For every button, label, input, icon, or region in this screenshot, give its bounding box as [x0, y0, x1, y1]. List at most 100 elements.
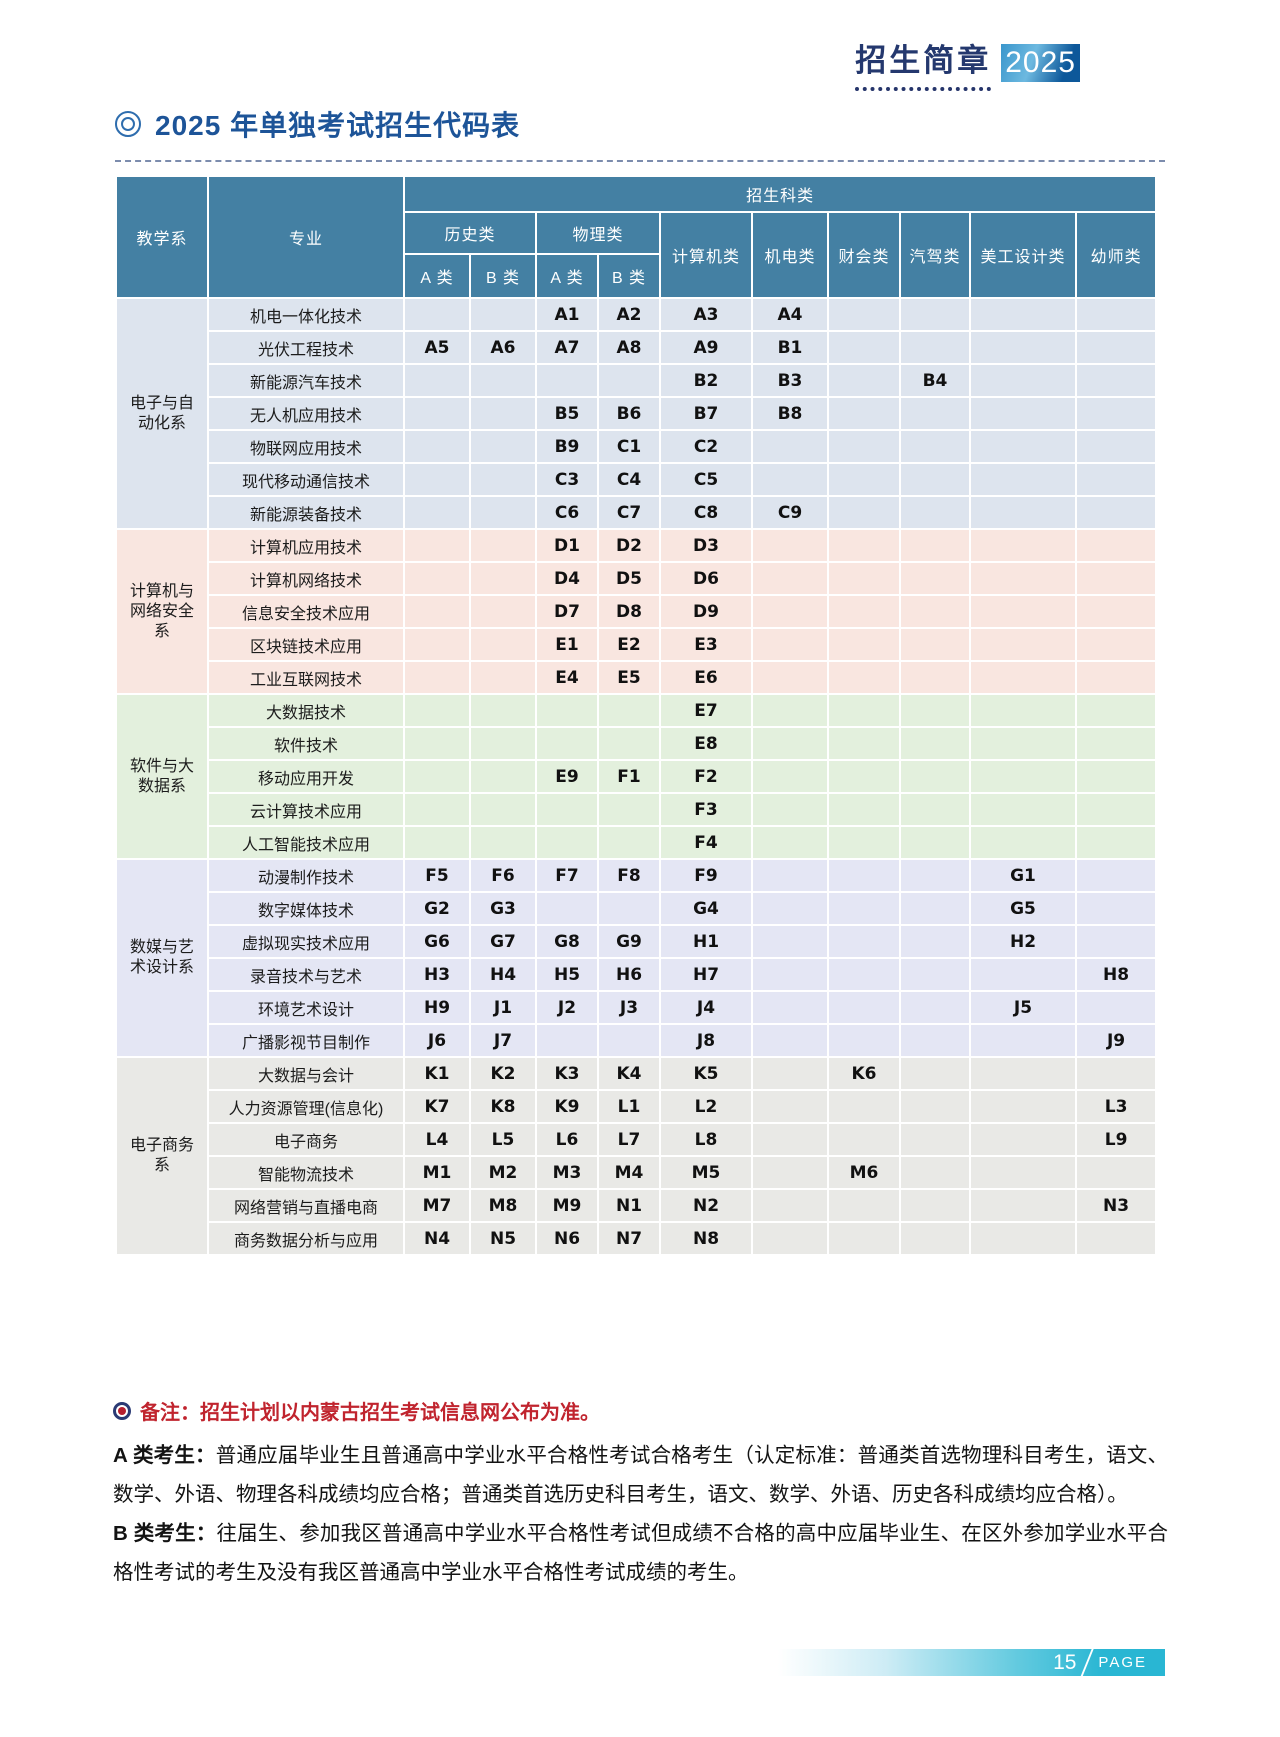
code-cell: C1: [597, 429, 661, 464]
code-cell: [1074, 891, 1158, 926]
code-cell: [751, 1023, 829, 1058]
code-cell: C7: [597, 495, 661, 530]
code-cell: [469, 660, 537, 695]
code-cell: [827, 1221, 901, 1256]
dept-cell: 数媒与艺术设计系: [115, 858, 209, 1058]
col-header-preschool: 幼师类: [1074, 211, 1158, 299]
code-cell: B2: [659, 363, 753, 398]
major-cell: 新能源装备技术: [207, 495, 405, 530]
code-cell: [535, 825, 599, 860]
code-cell: [403, 660, 471, 695]
code-cell: [751, 1188, 829, 1223]
code-cell: [899, 1155, 971, 1190]
code-cell: [969, 660, 1077, 695]
code-cell: [403, 495, 471, 530]
major-cell: 数字媒体技术: [207, 891, 405, 926]
code-cell: E4: [535, 660, 599, 695]
code-cell: [1074, 1221, 1158, 1256]
code-cell: [969, 1089, 1077, 1124]
code-cell: B7: [659, 396, 753, 431]
code-cell: [899, 924, 971, 959]
code-cell: E5: [597, 660, 661, 695]
major-cell: 光伏工程技术: [207, 330, 405, 365]
code-cell: [899, 297, 971, 332]
code-cell: [827, 528, 901, 563]
code-cell: E1: [535, 627, 599, 662]
code-cell: [899, 627, 971, 662]
code-cell: [403, 363, 471, 398]
code-cell: [969, 693, 1077, 728]
code-cell: [751, 891, 829, 926]
table-row: 虚拟现实技术应用 G6 G7 G8 G9 H1 H2: [116, 924, 1158, 959]
code-cell: [899, 330, 971, 365]
code-cell: [827, 429, 901, 464]
code-cell: [899, 528, 971, 563]
code-cell: [827, 957, 901, 992]
major-cell: 现代移动通信技术: [207, 462, 405, 497]
col-header-physics: 物理类: [535, 211, 661, 255]
code-cell: C3: [535, 462, 599, 497]
table-row: 现代移动通信技术 C3 C4 C5: [116, 462, 1158, 497]
note-b-text: 往届生、参加我区普通高中学业水平合格性考试但成绩不合格的高中应届毕业生、在区外参…: [113, 1521, 1169, 1584]
table-row: 环境艺术设计 H9 J1 J2 J3 J4 J5: [116, 990, 1158, 1025]
code-cell: [899, 495, 971, 530]
major-cell: 智能物流技术: [207, 1155, 405, 1190]
code-cell: [1074, 924, 1158, 959]
code-cell: G2: [403, 891, 471, 926]
code-cell: [969, 1188, 1077, 1223]
code-cell: D6: [659, 561, 753, 596]
code-cell: K4: [597, 1056, 661, 1091]
code-cell: [469, 792, 537, 827]
code-cell: L9: [1074, 1122, 1158, 1157]
code-cell: [751, 726, 829, 761]
code-cell: [827, 858, 901, 893]
remark-note: 备注： 招生计划以内蒙古招生考试信息网公布为准。: [113, 1396, 1168, 1425]
code-cell: [969, 627, 1077, 662]
major-cell: 计算机应用技术: [207, 528, 405, 563]
code-cell: [827, 792, 901, 827]
major-cell: 动漫制作技术: [207, 858, 405, 893]
code-cell: [469, 495, 537, 530]
code-cell: [1074, 1155, 1158, 1190]
code-cell: [469, 627, 537, 662]
code-cell: [469, 726, 537, 761]
code-cell: [403, 759, 471, 794]
table-row: 电子与自动化系 机电一体化技术 A1 A2 A3 A4: [115, 297, 1158, 530]
table-row: 物联网应用技术 B9 C1 C2: [116, 429, 1158, 464]
table-row: 光伏工程技术 A5 A6 A7 A8 A9 B1: [116, 330, 1158, 365]
table-row: 无人机应用技术 B5 B6 B7 B8: [116, 396, 1158, 431]
code-cell: D1: [535, 528, 599, 563]
code-cell: [751, 627, 829, 662]
code-cell: K8: [469, 1089, 537, 1124]
code-cell: [403, 594, 471, 629]
code-cell: [1074, 627, 1158, 662]
code-cell: [899, 957, 971, 992]
col-header-mechatronics: 机电类: [751, 211, 829, 299]
slash-divider: [1080, 1647, 1095, 1678]
code-cell: D2: [597, 528, 661, 563]
code-cell: [1074, 396, 1158, 431]
code-cell: F7: [535, 858, 599, 893]
code-cell: [597, 1023, 661, 1058]
major-cell: 网络营销与直播电商: [207, 1188, 405, 1223]
code-cell: [597, 825, 661, 860]
code-cell: B9: [535, 429, 599, 464]
code-cell: A4: [751, 297, 829, 332]
year-badge: 2025: [1001, 44, 1080, 82]
code-cell: [899, 561, 971, 596]
code-cell: [535, 792, 599, 827]
code-cell: [535, 1023, 599, 1058]
code-cell: F8: [597, 858, 661, 893]
table-row: 区块链技术应用 E1 E2 E3: [116, 627, 1158, 662]
code-cell: [899, 759, 971, 794]
code-cell: [827, 1023, 901, 1058]
code-cell: [827, 462, 901, 497]
code-cell: N8: [659, 1221, 753, 1256]
code-cell: [1074, 726, 1158, 761]
code-cell: C2: [659, 429, 753, 464]
code-cell: G7: [469, 924, 537, 959]
table-row: 人工智能技术应用 F4: [116, 825, 1158, 860]
major-cell: 大数据与会计: [207, 1056, 405, 1091]
note-a-label: A 类考生：: [113, 1444, 216, 1467]
